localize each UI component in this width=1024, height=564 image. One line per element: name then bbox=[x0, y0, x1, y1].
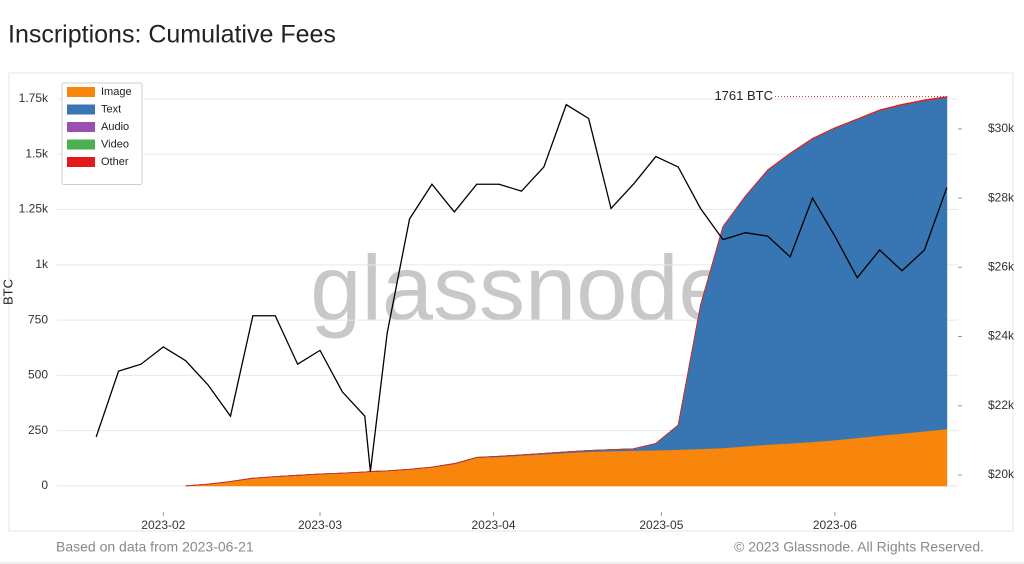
legend-label: Other bbox=[101, 156, 129, 168]
y-tick-label: 250 bbox=[28, 423, 48, 437]
y-tick-label: 1k bbox=[35, 257, 49, 271]
legend-swatch bbox=[67, 122, 95, 132]
y-tick-label: 0 bbox=[41, 478, 48, 492]
x-tick-label: 2023-06 bbox=[813, 518, 857, 532]
y-tick-label: 500 bbox=[28, 368, 48, 382]
legend-swatch bbox=[67, 87, 95, 97]
y2-tick-label: $26k bbox=[988, 259, 1015, 273]
x-tick-label: 2023-03 bbox=[298, 518, 342, 532]
y2-tick-label: $28k bbox=[988, 190, 1015, 204]
legend-swatch bbox=[67, 139, 95, 150]
y-tick-label: 1.75k bbox=[19, 91, 49, 105]
x-tick-label: 2023-02 bbox=[141, 518, 185, 532]
watermark: glassnode bbox=[310, 237, 729, 339]
y-tick-label: 750 bbox=[28, 312, 48, 326]
legend-box bbox=[61, 82, 143, 185]
chart-title: Inscriptions: Cumulative Fees bbox=[8, 21, 336, 49]
footer-copyright: © 2023 Glassnode. All Rights Reserved. bbox=[734, 539, 984, 555]
legend-label: Image bbox=[101, 86, 132, 98]
chart-frame bbox=[8, 72, 1014, 532]
y2-tick-label: $30k bbox=[988, 121, 1015, 135]
legend: Image Text Audio Video Other bbox=[61, 82, 143, 185]
y-axis-label: BTC bbox=[0, 279, 15, 305]
y-tick-label: 1.25k bbox=[19, 202, 49, 216]
y2-tick-label: $20k bbox=[988, 467, 1015, 481]
legend-swatch bbox=[67, 157, 95, 167]
x-tick-label: 2023-05 bbox=[639, 518, 683, 532]
legend-swatch bbox=[67, 104, 95, 115]
legend-label: Audio bbox=[101, 121, 129, 133]
legend-label: Video bbox=[101, 138, 129, 150]
x-tick-label: 2023-04 bbox=[471, 518, 515, 532]
y-tick-label: 1.5k bbox=[25, 146, 49, 160]
y2-tick-label: $24k bbox=[988, 329, 1015, 343]
footer-source: Based on data from 2023-06-21 bbox=[56, 539, 254, 555]
legend-label: Text bbox=[101, 103, 121, 115]
y2-tick-label: $22k bbox=[988, 398, 1015, 412]
price-line bbox=[95, 103, 948, 472]
annotation: 1761 BTC bbox=[714, 88, 773, 103]
